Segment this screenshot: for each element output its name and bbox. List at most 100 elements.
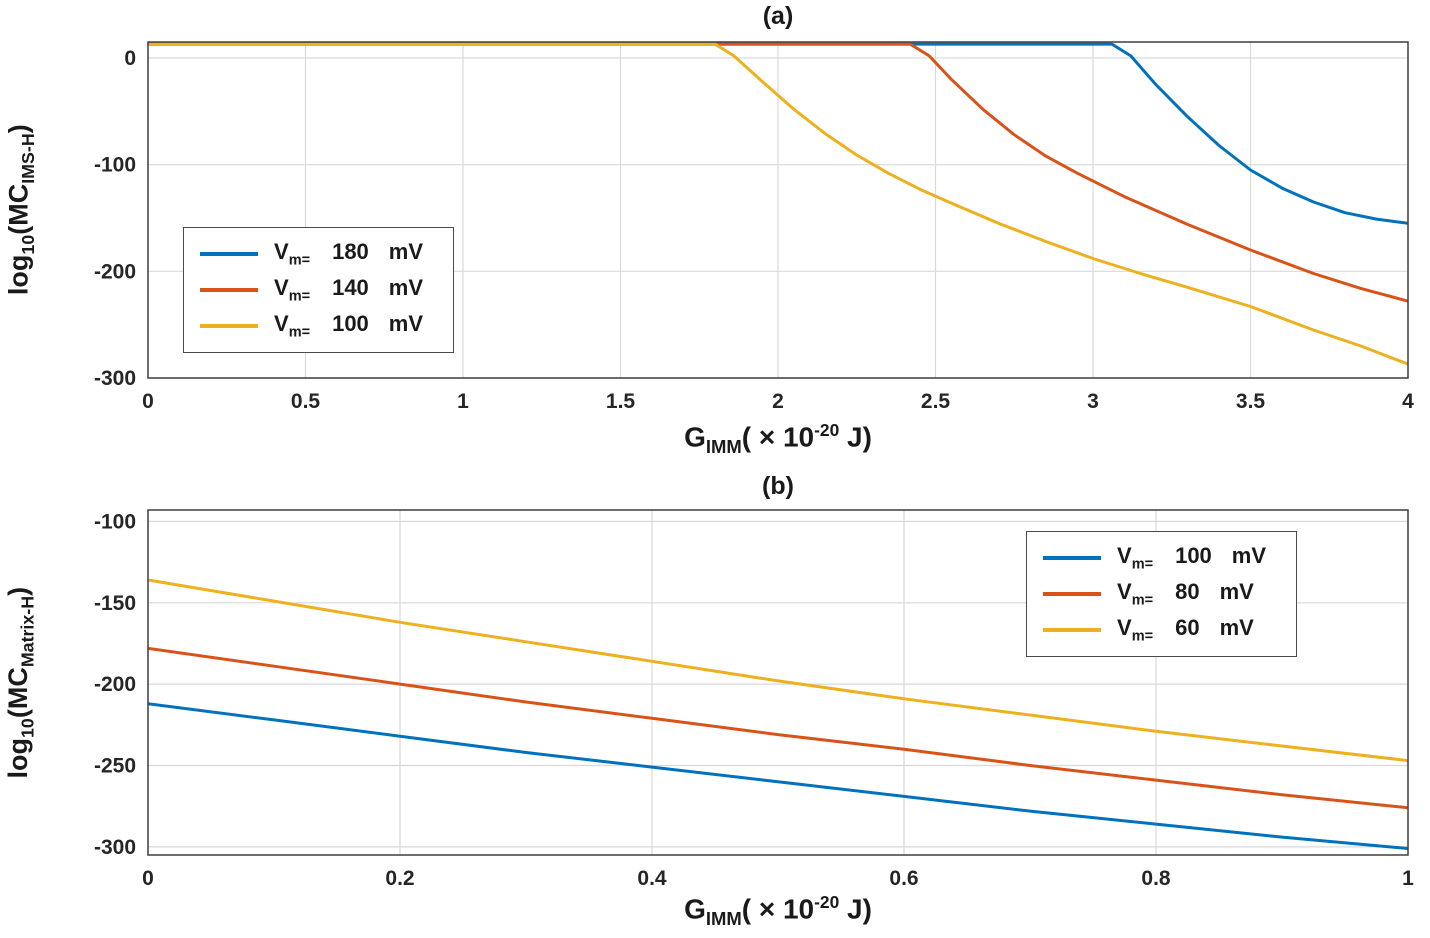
subplot-b-title: (b) bbox=[762, 472, 794, 500]
legend-value: 100 bbox=[1175, 543, 1212, 569]
legend-unit: mV bbox=[1231, 543, 1267, 569]
xlabel-mid: ( × 10 bbox=[741, 893, 815, 925]
legend-unit: mV bbox=[1219, 615, 1254, 641]
subplot-b-ylabel: log10(MCMatrix-H) bbox=[0, 510, 42, 855]
legend-entry: Vm= 180 mV bbox=[200, 238, 423, 270]
series-line-vm-80 bbox=[148, 646, 1408, 810]
xlabel-symbol: G bbox=[684, 893, 706, 925]
legend-value: 80 bbox=[1175, 579, 1200, 605]
xlabel-symbol: G bbox=[684, 421, 706, 453]
legend-symbol-sub: m= bbox=[288, 252, 311, 269]
axes-border bbox=[147, 509, 1409, 856]
xlabel-end: J) bbox=[839, 893, 872, 925]
series-line-vm-140 bbox=[148, 42, 1408, 303]
x-tick-label: 1 bbox=[457, 390, 469, 413]
xlabel-exponent: -20 bbox=[814, 892, 840, 912]
x-tick-label: 3 bbox=[1087, 390, 1099, 413]
xlabel-symbol-sub: IMM bbox=[705, 907, 742, 929]
legend-symbol-sub: m= bbox=[1131, 628, 1154, 645]
y-tick-label: -100 bbox=[94, 154, 136, 177]
legend-unit: mV bbox=[1219, 579, 1254, 605]
y-tick-label: 0 bbox=[124, 47, 136, 70]
subplot-a-xlabel: GIMM( × 10-20 J) bbox=[148, 420, 1408, 458]
y-tick-label: -200 bbox=[94, 673, 136, 696]
y-tick-label: -300 bbox=[94, 367, 136, 390]
xlabel-exponent: -20 bbox=[814, 420, 840, 440]
legend-entry: Vm= 60 mV bbox=[1043, 614, 1266, 646]
y-tick-label: -100 bbox=[94, 510, 136, 533]
ylabel-fn-sub: 10 bbox=[17, 717, 38, 738]
ylabel-open: (MC bbox=[3, 666, 34, 718]
legend-symbol: V bbox=[1117, 615, 1132, 641]
xlabel-symbol-sub: IMM bbox=[705, 435, 742, 457]
series-line-vm-100 bbox=[148, 702, 1408, 850]
legend-entry: Vm= 100 mV bbox=[1043, 542, 1266, 574]
y-tick-label: -250 bbox=[94, 755, 136, 778]
legend-value: 100 bbox=[332, 311, 369, 337]
series-line-vm-100 bbox=[148, 42, 1408, 366]
legend-symbol-sub: m= bbox=[288, 288, 311, 305]
y-tick-label: -150 bbox=[94, 592, 136, 615]
legend-entry: Vm= 80 mV bbox=[1043, 578, 1266, 610]
legend-symbol: V bbox=[274, 311, 289, 337]
x-tick-label: 0.5 bbox=[291, 390, 321, 413]
subplot-a-title: (a) bbox=[762, 2, 794, 30]
legend-line-swatch bbox=[1043, 556, 1101, 560]
legend-entry: Vm= 100 mV bbox=[200, 310, 423, 342]
y-tick-label: -200 bbox=[94, 260, 136, 283]
x-tick-label: 2.5 bbox=[921, 390, 951, 413]
legend-value: 60 bbox=[1175, 615, 1200, 641]
legend-label: Vm= 180 mV bbox=[274, 239, 423, 268]
legend-value: 180 bbox=[332, 239, 369, 265]
xlabel-end: J) bbox=[839, 421, 872, 453]
ylabel-close: ) bbox=[3, 124, 34, 134]
x-tick-label: 1 bbox=[1402, 867, 1414, 890]
legend-unit: mV bbox=[388, 311, 424, 337]
legend-line-swatch bbox=[1043, 628, 1101, 632]
ylabel-sub: IMS-H bbox=[17, 133, 38, 185]
subplot-a-ylabel: log10(MCIMS-H) bbox=[0, 42, 42, 378]
legend-unit: mV bbox=[388, 275, 424, 301]
ylabel-fn: log bbox=[3, 737, 34, 779]
legend-label: Vm= 140 mV bbox=[274, 275, 423, 304]
legend-symbol: V bbox=[1117, 543, 1132, 569]
ylabel-fn: log bbox=[3, 254, 34, 296]
legend-symbol-sub: m= bbox=[1131, 592, 1154, 609]
legend-symbol: V bbox=[274, 239, 289, 265]
axes-border bbox=[147, 41, 1409, 379]
legend-symbol-sub: m= bbox=[288, 324, 311, 341]
x-tick-label: 3.5 bbox=[1236, 390, 1266, 413]
series-line-vm-180 bbox=[148, 42, 1408, 225]
legend-symbol-sub: m= bbox=[1131, 556, 1154, 573]
x-tick-label: 0.6 bbox=[889, 867, 918, 890]
subplot-a-ylabel-text: log10(MCIMS-H) bbox=[3, 125, 38, 296]
x-tick-label: 0.8 bbox=[1141, 867, 1171, 890]
x-tick-label: 0 bbox=[142, 867, 154, 890]
x-tick-label: 2 bbox=[772, 390, 784, 413]
ylabel-open: (MC bbox=[3, 184, 34, 236]
subplot-b-ylabel-text: log10(MCMatrix-H) bbox=[3, 587, 38, 779]
legend-entry: Vm= 140 mV bbox=[200, 274, 423, 306]
series-line-vm-60 bbox=[148, 578, 1408, 763]
subplot-a-legend: Vm= 180 mV Vm= 140 mV Vm= 100 mV bbox=[183, 227, 455, 353]
legend-line-swatch bbox=[1043, 592, 1101, 596]
y-tick-label: -300 bbox=[94, 836, 136, 859]
x-tick-label: 0.4 bbox=[637, 867, 667, 890]
legend-line-swatch bbox=[200, 252, 258, 256]
legend-value: 140 bbox=[332, 275, 369, 301]
xlabel-mid: ( × 10 bbox=[741, 421, 815, 453]
legend-line-swatch bbox=[200, 288, 258, 292]
x-tick-label: 1.5 bbox=[606, 390, 636, 413]
x-tick-label: 4 bbox=[1402, 390, 1414, 413]
ylabel-sub: Matrix-H bbox=[17, 595, 38, 667]
legend-label: Vm= 60 mV bbox=[1117, 615, 1254, 644]
ylabel-close: ) bbox=[3, 586, 34, 596]
legend-label: Vm= 80 mV bbox=[1117, 579, 1254, 608]
x-tick-label: 0.2 bbox=[385, 867, 414, 890]
x-tick-label: 0 bbox=[142, 390, 154, 413]
legend-line-swatch bbox=[200, 324, 258, 328]
legend-label: Vm= 100 mV bbox=[1117, 543, 1266, 572]
legend-unit: mV bbox=[388, 239, 424, 265]
